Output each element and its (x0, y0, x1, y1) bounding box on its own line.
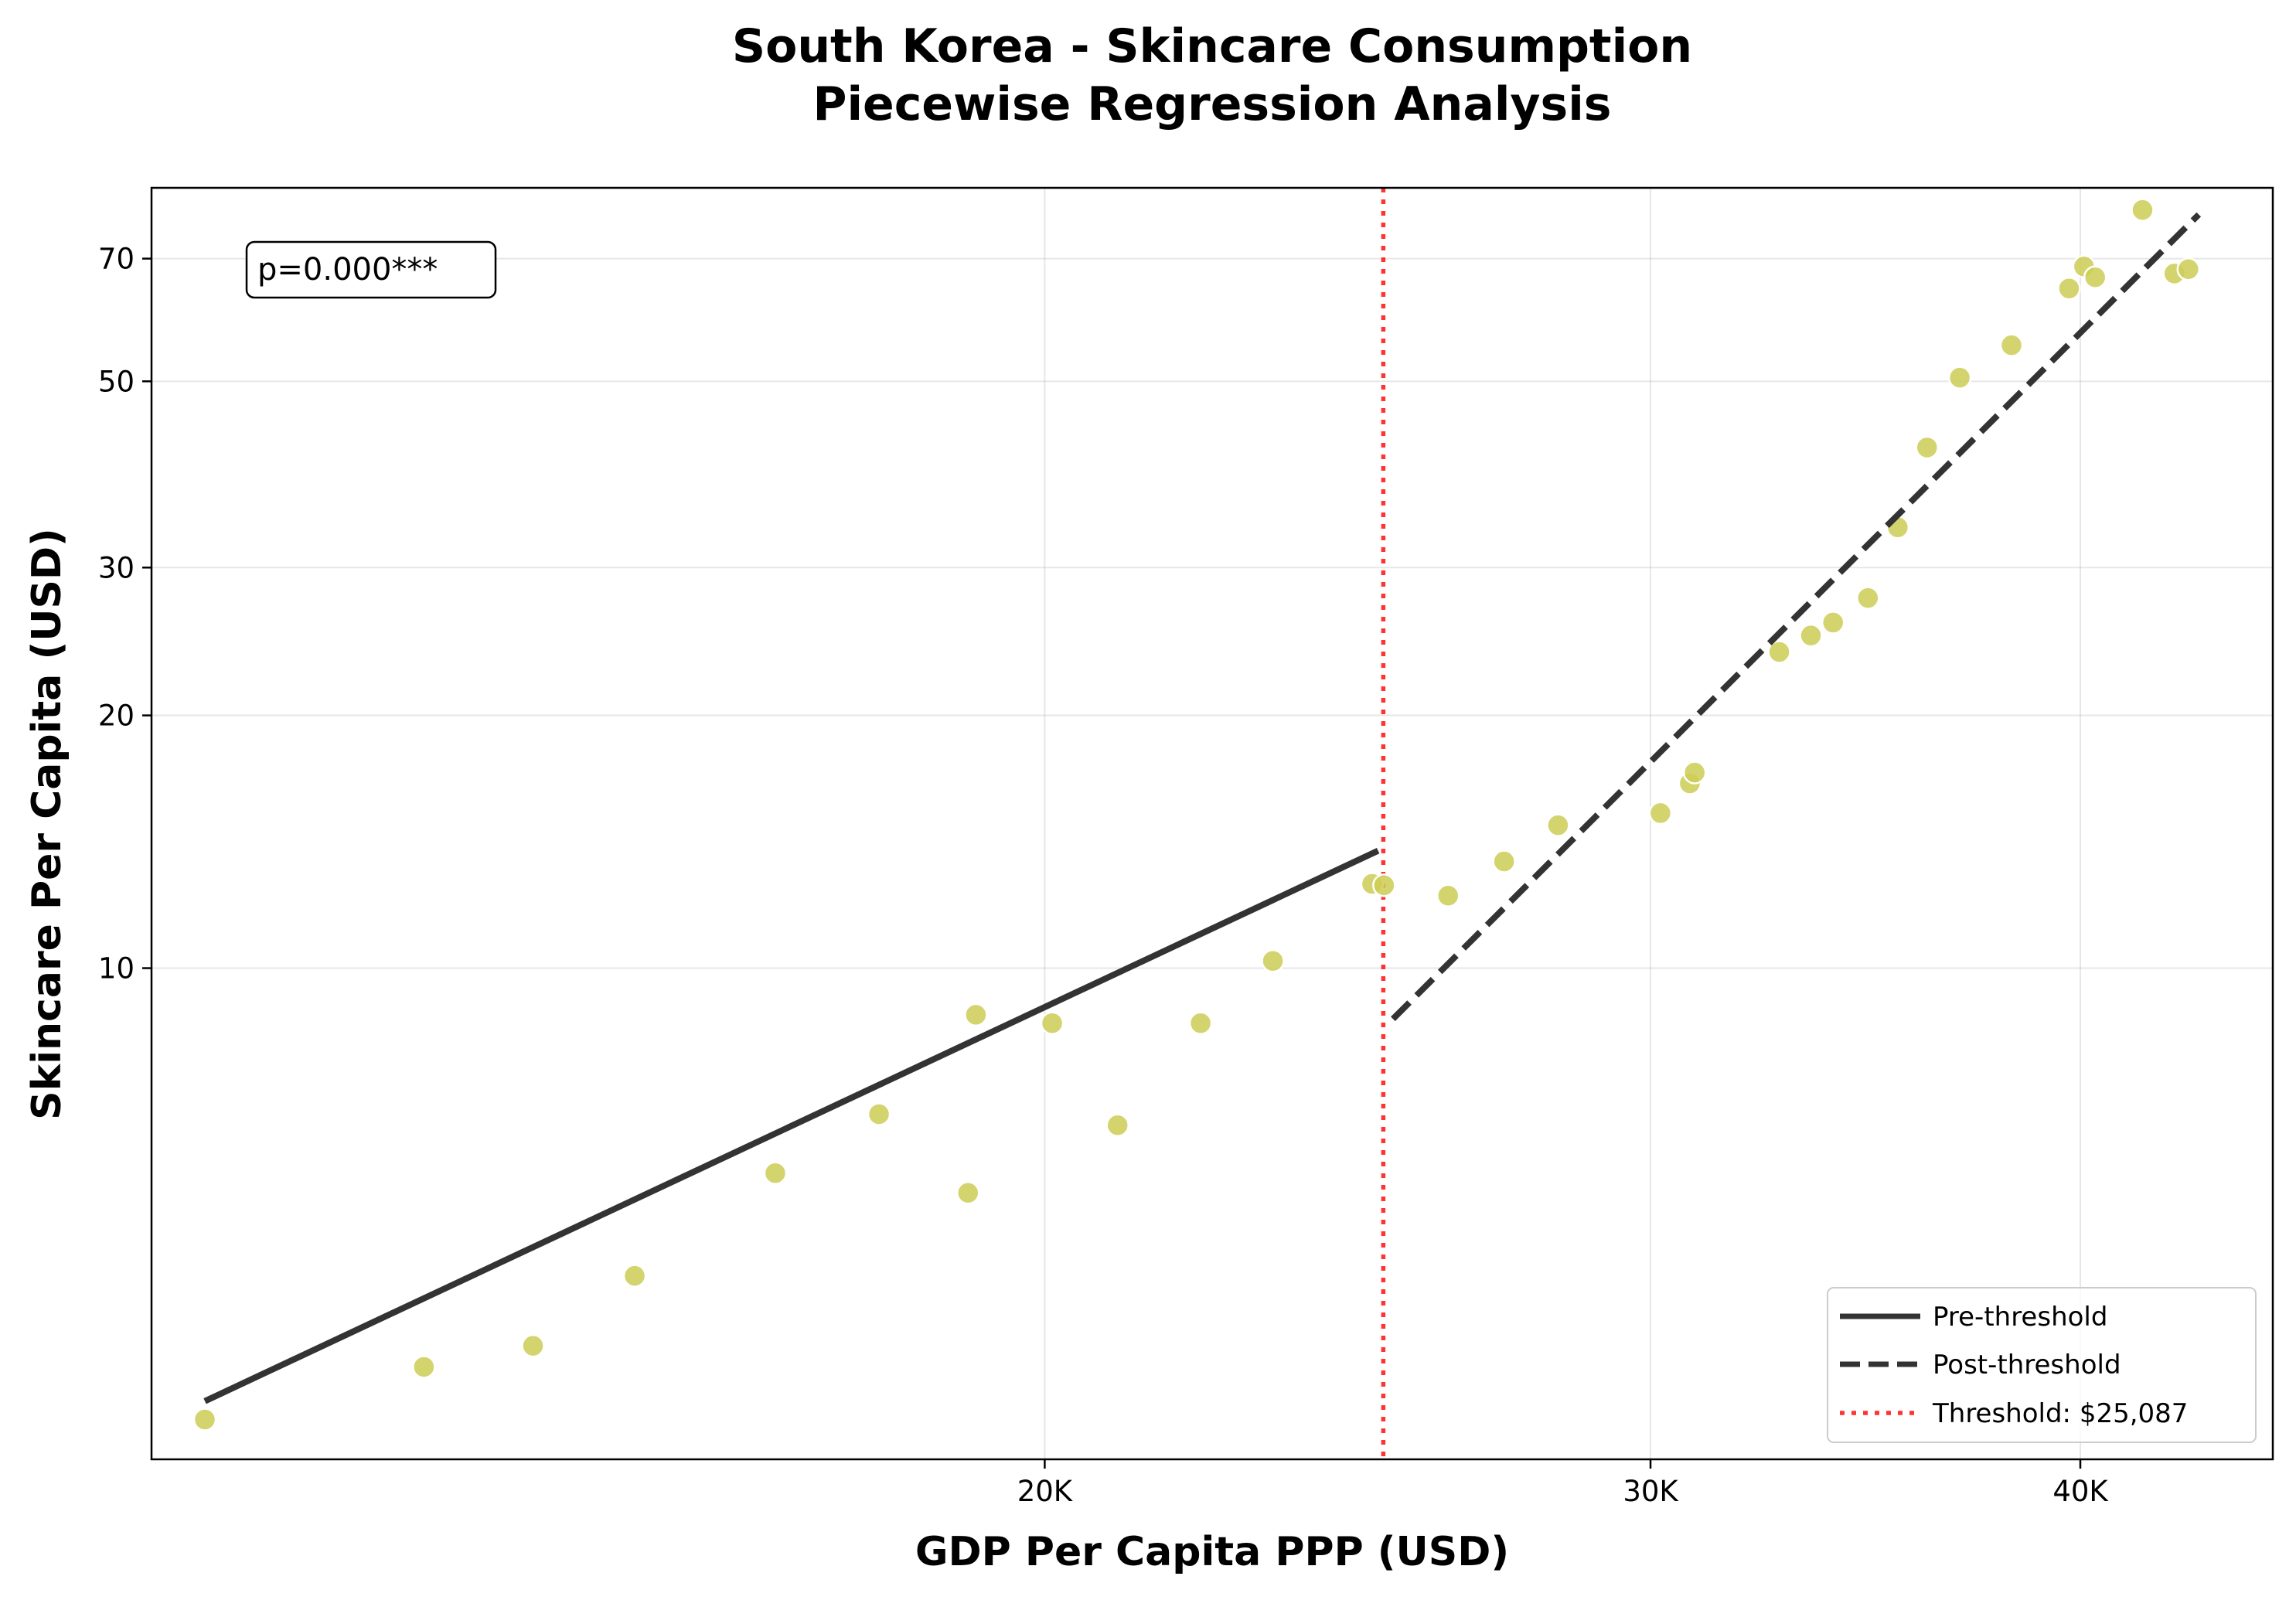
data-point (867, 1102, 891, 1126)
chart-title-line2: Piecewise Regression Analysis (812, 77, 1611, 131)
post-threshold-line (1391, 212, 2202, 1022)
data-point (622, 1264, 647, 1288)
data-point (1799, 623, 1823, 648)
data-point (1821, 611, 1845, 635)
data-point (1767, 640, 1791, 664)
data-point (1105, 1113, 1129, 1138)
p-value-annotation: p=0.000*** (245, 240, 497, 299)
legend-label-pre-threshold: Pre-threshold (1933, 1302, 2107, 1333)
axis-ticks: 20K 30K 40K 10 20 30 50 70 (98, 243, 2110, 1508)
data-point (1436, 883, 1460, 907)
data-point (1372, 873, 1396, 897)
data-point (763, 1161, 788, 1185)
legend-label-post-threshold: Post-threshold (1933, 1350, 2121, 1380)
data-point (2131, 198, 2155, 222)
data-point (956, 1180, 980, 1205)
data-point (1261, 948, 1285, 973)
data-point (1648, 801, 1673, 826)
x-tick-label: 40K (2052, 1475, 2109, 1508)
x-tick-label: 20K (1017, 1475, 1074, 1508)
x-axis-label: GDP Per Capita PPP (USD) (915, 1529, 1509, 1575)
data-point (2083, 265, 2107, 290)
data-point (1947, 366, 1972, 390)
annotation-text: p=0.000*** (257, 252, 438, 288)
data-point (521, 1333, 545, 1358)
data-point (964, 1003, 988, 1027)
plot-frame (150, 186, 2274, 1461)
legend-box (1827, 1287, 2257, 1443)
data-point (1999, 333, 2024, 357)
data-point (1492, 849, 1516, 873)
y-tick-label: 50 (98, 365, 135, 398)
grid (152, 188, 2273, 1459)
annotation-box (245, 240, 497, 299)
data-point (1188, 1011, 1213, 1035)
data-point (1682, 761, 1707, 785)
data-point (1040, 1011, 1065, 1035)
y-tick-label: 20 (98, 700, 135, 733)
pre-threshold-line (203, 847, 1380, 1404)
x-tick-label: 30K (1623, 1475, 1679, 1508)
data-point (1546, 813, 1570, 837)
legend: Pre-threshold Post-threshold Threshold: … (1827, 1287, 2257, 1443)
y-tick-label: 10 (98, 952, 135, 986)
data-point (192, 1408, 217, 1431)
chart-title-line1: South Korea - Skincare Consumption (732, 19, 1692, 73)
scatter-points (192, 198, 2201, 1431)
y-axis-label: Skincare Per Capita (USD) (24, 528, 70, 1120)
y-tick-label: 30 (98, 551, 135, 584)
legend-label-threshold: Threshold: $25,087 (1932, 1398, 2188, 1429)
data-point (2176, 257, 2201, 281)
regression-lines (203, 212, 2202, 1404)
data-point (1915, 435, 1939, 460)
data-point (412, 1355, 436, 1379)
data-point (2057, 276, 2081, 301)
y-tick-label: 70 (98, 243, 135, 276)
data-point (1856, 586, 1880, 610)
